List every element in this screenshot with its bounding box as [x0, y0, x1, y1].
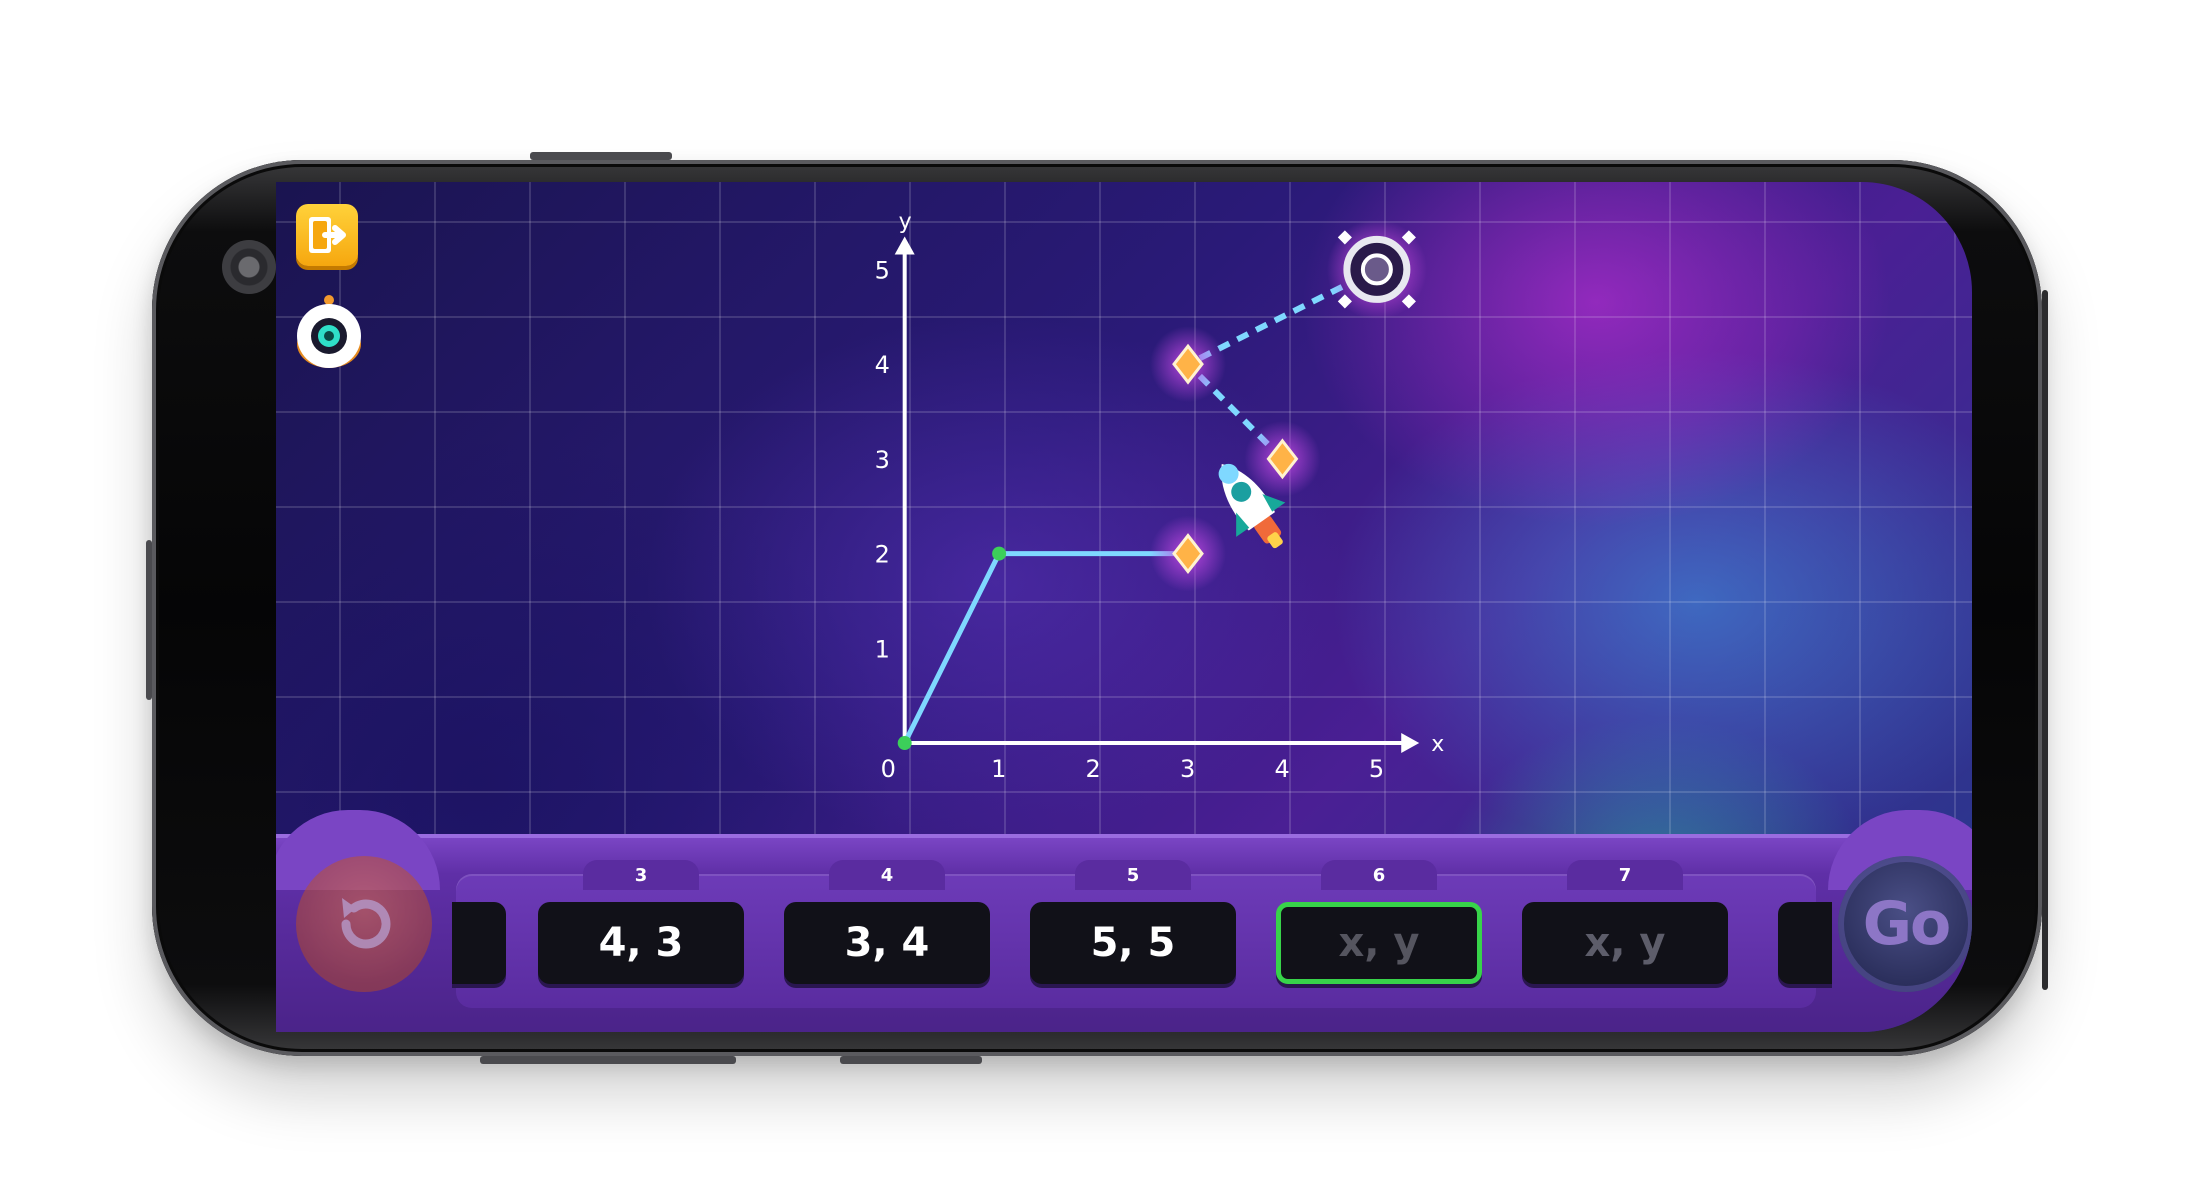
step-slot-offscreen[interactable] — [1778, 902, 1832, 984]
x-axis-arrow — [1401, 733, 1420, 754]
x-tick-label: 3 — [1180, 755, 1195, 783]
portal-spike — [1401, 230, 1416, 245]
x-tick-label: 1 — [991, 755, 1006, 783]
x-axis-label: x — [1431, 732, 1444, 757]
x-tick-label: 5 — [1369, 755, 1384, 783]
step-slot-5[interactable]: 5, 5 — [1030, 902, 1236, 984]
y-tick-label: 1 — [875, 635, 890, 663]
step-slot-4[interactable]: 3, 4 — [784, 902, 990, 984]
rocket-fin — [1236, 512, 1250, 537]
reset-button[interactable] — [296, 856, 432, 992]
y-axis-arrow — [894, 236, 915, 255]
front-camera — [222, 240, 276, 294]
step-slot-6[interactable]: x, y — [1276, 902, 1482, 984]
rocket-nose — [1218, 463, 1239, 484]
y-tick-label: 5 — [875, 256, 890, 284]
path-node — [992, 546, 1007, 561]
portal-spike — [1337, 294, 1352, 309]
robot-helper-icon[interactable] — [294, 292, 364, 372]
y-axis-label: y — [899, 209, 912, 234]
portal-spike — [1337, 230, 1352, 245]
coordinate-graph: x y 0 1 2 3 4 5 1 2 3 4 5 — [875, 209, 1445, 783]
step-number: 3 — [583, 860, 699, 890]
y-tick-label: 3 — [875, 446, 890, 474]
portal-spike — [1401, 294, 1416, 309]
step-slot-offscreen[interactable] — [452, 902, 506, 984]
step-number: 6 — [1321, 860, 1437, 890]
phone-side-button — [146, 540, 152, 700]
star-icon — [1172, 533, 1204, 575]
x-tick-label: 4 — [1274, 755, 1289, 783]
step-number: 4 — [829, 860, 945, 890]
game-screen: x y 0 1 2 3 4 5 1 2 3 4 5 — [276, 182, 1972, 1032]
graph-axes: x y 0 1 2 3 4 5 1 2 3 4 5 — [875, 209, 1445, 783]
rocket-flame-core — [1267, 532, 1283, 549]
x-tick-label: 2 — [1086, 755, 1101, 783]
graph-marks — [897, 219, 1427, 751]
phone-frame: x y 0 1 2 3 4 5 1 2 3 4 5 — [146, 152, 2048, 1064]
phone-power-button — [840, 1056, 982, 1064]
exit-door-icon — [309, 217, 346, 253]
step-number: 7 — [1567, 860, 1683, 890]
star-icon — [1172, 343, 1204, 385]
phone-top-button — [530, 152, 672, 160]
rocket-ship-icon — [1218, 463, 1286, 549]
step-slot-3[interactable]: 4, 3 — [538, 902, 744, 984]
solid-path — [902, 551, 1189, 745]
go-label: Go — [1862, 889, 1951, 959]
phone-edge — [2042, 290, 2048, 990]
star-icon — [1266, 438, 1299, 480]
path-node — [897, 736, 912, 751]
reset-arrow-icon — [341, 898, 391, 949]
exit-button[interactable] — [296, 204, 358, 266]
y-tick-label: 4 — [875, 351, 890, 379]
step-input-bar: 3 4, 3 4 3, 4 5 5, 5 6 x, y 7 x, y Go — [276, 810, 1972, 1032]
rocket-window — [1231, 481, 1252, 502]
step-number: 5 — [1075, 860, 1191, 890]
go-button[interactable]: Go — [1838, 856, 1972, 992]
x-tick-label: 0 — [881, 755, 896, 783]
rocket-fin — [1262, 494, 1286, 512]
y-tick-label: 2 — [875, 541, 890, 569]
graph-paths — [902, 266, 1379, 745]
portal-core — [1360, 253, 1393, 286]
step-slot-7[interactable]: x, y — [1522, 902, 1728, 984]
phone-volume-button — [480, 1056, 736, 1064]
